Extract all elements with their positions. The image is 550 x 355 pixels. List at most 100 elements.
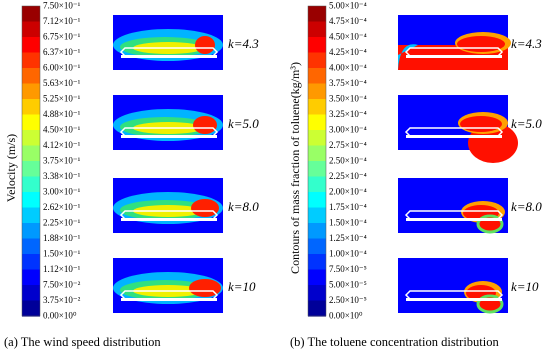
colorbar-label: 4.50×10⁻⁴ xyxy=(329,32,367,42)
plate xyxy=(406,55,502,58)
colorbar-label: 2.25×10⁻¹ xyxy=(43,218,81,228)
colorbar-label: 0.00×10⁰ xyxy=(329,311,363,321)
plate xyxy=(121,55,217,58)
colorbar-band xyxy=(22,238,40,255)
plate xyxy=(406,218,502,221)
colorbar-label: 4.75×10⁻⁴ xyxy=(329,16,367,26)
colorbar-band xyxy=(22,269,40,286)
contour-region xyxy=(195,36,215,54)
colorbar-band xyxy=(22,130,40,147)
k-label: k=10 xyxy=(228,279,256,294)
colorbar-label: 6.75×10⁻¹ xyxy=(43,32,81,42)
colorbar-title: Velocity (m/s) xyxy=(4,134,18,202)
contour-region xyxy=(460,116,502,132)
colorbar-label: 4.12×10⁻¹ xyxy=(43,140,81,150)
colorbar-label: 1.50×10⁻¹ xyxy=(43,249,81,259)
contour-region xyxy=(398,44,418,70)
colorbar-band xyxy=(22,114,40,131)
colorbar-band xyxy=(22,223,40,240)
colorbar-label: 7.50×10⁻⁵ xyxy=(329,264,367,274)
colorbar-band xyxy=(22,68,40,85)
colorbar-band xyxy=(308,285,326,302)
colorbar-band xyxy=(308,6,326,23)
colorbar-band xyxy=(308,161,326,178)
colorbar-frame xyxy=(307,5,327,317)
colorbar-band xyxy=(308,223,326,240)
colorbar-label: 5.25×10⁻¹ xyxy=(43,94,81,104)
colorbar-band xyxy=(308,192,326,209)
colorbar-label: 2.62×10⁻¹ xyxy=(43,202,81,212)
colorbar-frame xyxy=(21,5,41,317)
colorbar-label: 1.25×10⁻⁴ xyxy=(329,233,367,243)
plate xyxy=(121,218,217,221)
colorbar-label: 2.75×10⁻⁴ xyxy=(329,140,367,150)
colorbar-band xyxy=(22,37,40,54)
contour-region xyxy=(193,116,217,134)
colorbar-title: Contours of mass fraction of toluene(kg/… xyxy=(288,62,302,274)
colorbar-label: 1.50×10⁻⁴ xyxy=(329,218,367,228)
colorbar-band xyxy=(22,300,40,317)
colorbar-band xyxy=(308,21,326,38)
colorbar-band xyxy=(308,269,326,286)
k-label: k=8.0 xyxy=(228,199,259,214)
colorbar-label: 4.88×10⁻¹ xyxy=(43,109,81,119)
contour-region xyxy=(189,279,221,297)
colorbar-band xyxy=(22,192,40,209)
colorbar-label: 4.50×10⁻¹ xyxy=(43,125,81,135)
colorbar-band xyxy=(308,254,326,271)
colorbar-band xyxy=(22,52,40,69)
colorbar-band xyxy=(22,99,40,116)
k-label: k=4.3 xyxy=(511,36,542,51)
colorbar-label: 3.75×10⁻¹ xyxy=(43,156,81,166)
colorbar-band xyxy=(22,83,40,100)
colorbar-label: 3.50×10⁻⁴ xyxy=(329,94,367,104)
colorbar-band xyxy=(308,238,326,255)
plate xyxy=(121,298,217,301)
colorbar-label: 3.00×10⁻¹ xyxy=(43,187,81,197)
caption: (a) The wind speed distribution xyxy=(4,335,161,349)
colorbar-label: 2.50×10⁻⁴ xyxy=(329,156,367,166)
plate xyxy=(406,135,502,138)
k-label: k=8.0 xyxy=(511,199,542,214)
colorbar-label: 6.00×10⁻¹ xyxy=(43,63,81,73)
colorbar-label: 2.25×10⁻⁴ xyxy=(329,171,367,181)
colorbar-label: 7.50×10⁻¹ xyxy=(43,1,81,11)
colorbar-band xyxy=(308,114,326,131)
colorbar-band xyxy=(308,99,326,116)
colorbar-band xyxy=(22,176,40,193)
colorbar-band xyxy=(308,176,326,193)
colorbar-label: 1.88×10⁻¹ xyxy=(43,233,81,243)
colorbar-band xyxy=(22,254,40,271)
colorbar-band xyxy=(308,68,326,85)
contour-region xyxy=(457,36,505,52)
colorbar-label: 3.75×10⁻² xyxy=(43,295,81,305)
colorbar-band xyxy=(22,285,40,302)
colorbar-label: 2.50×10⁻⁵ xyxy=(329,295,367,305)
colorbar-label: 0.00×10⁰ xyxy=(43,311,77,321)
colorbar-band xyxy=(22,207,40,224)
plate xyxy=(406,298,502,301)
colorbar-label: 1.12×10⁻¹ xyxy=(43,264,81,274)
colorbar-label: 4.00×10⁻⁴ xyxy=(329,63,367,73)
colorbar-label: 5.63×10⁻¹ xyxy=(43,78,81,88)
colorbar-band xyxy=(308,37,326,54)
colorbar-label: 3.00×10⁻⁴ xyxy=(329,125,367,135)
k-label: k=5.0 xyxy=(228,116,259,131)
colorbar-label: 5.00×10⁻⁵ xyxy=(329,280,367,290)
colorbar-label: 5.00×10⁻⁴ xyxy=(329,1,367,11)
colorbar-band xyxy=(308,52,326,69)
colorbar-band xyxy=(22,161,40,178)
colorbar-label: 3.38×10⁻¹ xyxy=(43,171,81,181)
colorbar-band xyxy=(308,145,326,162)
colorbar-label: 3.75×10⁻⁴ xyxy=(329,78,367,88)
k-label: k=5.0 xyxy=(511,116,542,131)
colorbar-band xyxy=(22,6,40,23)
colorbar-band xyxy=(22,21,40,38)
k-label: k=10 xyxy=(511,279,539,294)
colorbar-band xyxy=(308,300,326,317)
colorbar-band xyxy=(308,83,326,100)
caption: (b) The toluene concentration distributi… xyxy=(290,335,499,349)
colorbar-label: 1.00×10⁻⁴ xyxy=(329,249,367,259)
colorbar-band xyxy=(22,145,40,162)
